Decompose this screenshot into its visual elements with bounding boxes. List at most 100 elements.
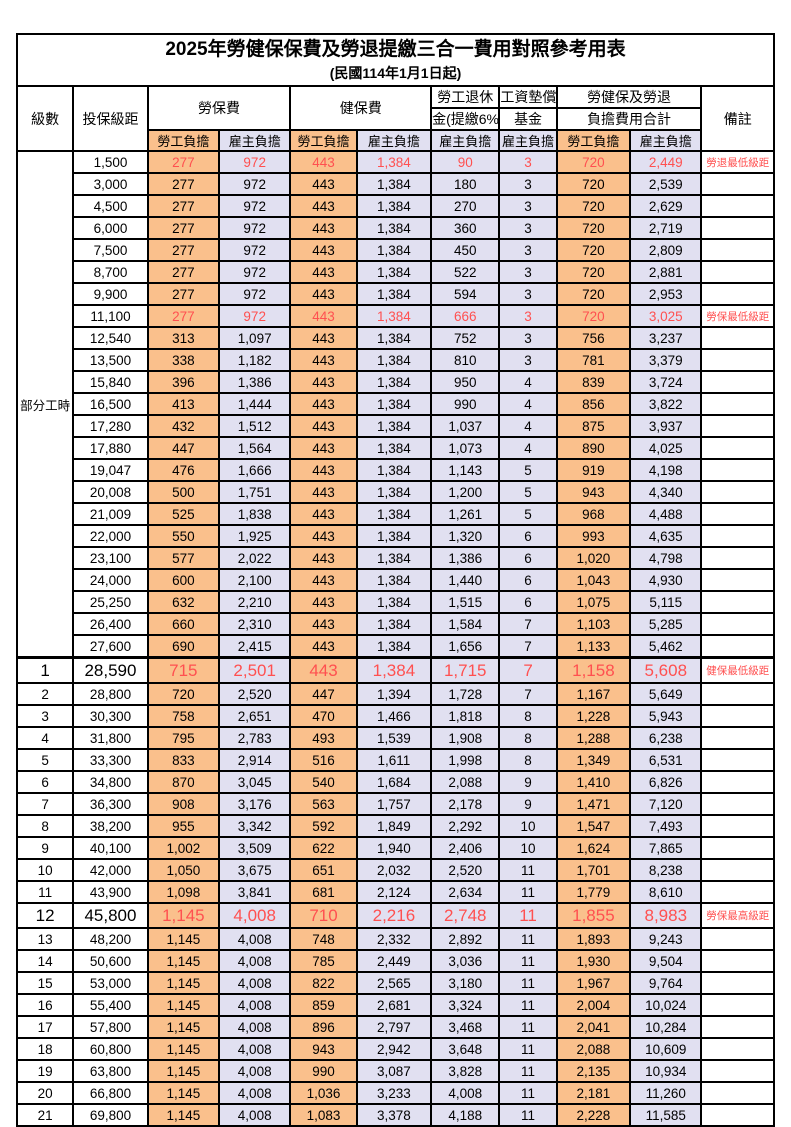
remark-cell <box>700 172 775 196</box>
total-employer-cell: 2,719 <box>629 216 703 240</box>
total-employee-cell: 993 <box>555 524 632 548</box>
wage-fund-employer-cell: 4 <box>498 436 558 460</box>
total-employee-cell: 1,930 <box>555 949 632 973</box>
health-fee-employee-cell: 443 <box>289 546 358 570</box>
total-employee-cell: 1,471 <box>555 792 632 816</box>
bracket-cell: 50,600 <box>72 949 149 973</box>
wage-fund-employer-cell: 3 <box>498 172 558 196</box>
total-employer-cell: 3,822 <box>629 392 703 416</box>
bracket-cell: 66,800 <box>72 1081 149 1105</box>
total-employer-cell: 4,025 <box>629 436 703 460</box>
total-employee-cell: 1,779 <box>555 880 632 904</box>
labor-fee-employer-cell: 4,008 <box>218 1037 292 1061</box>
header-health-insurance: 健保費 <box>289 85 433 131</box>
total-employer-cell: 11,585 <box>629 1103 703 1127</box>
bracket-cell: 19,047 <box>72 458 149 482</box>
labor-fee-employer-cell: 972 <box>218 282 292 306</box>
health-fee-employee-cell: 443 <box>289 634 358 659</box>
labor-fee-employee-cell: 277 <box>146 216 221 240</box>
remark-cell <box>700 971 775 995</box>
bracket-cell: 12,540 <box>72 326 149 350</box>
health-fee-employer-cell: 3,378 <box>355 1103 433 1127</box>
health-fee-employer-cell: 1,384 <box>355 458 433 482</box>
labor-fee-employer-cell: 1,751 <box>218 480 292 504</box>
remark-cell <box>700 480 775 504</box>
labor-fee-employee-cell: 600 <box>146 568 221 592</box>
health-fee-employer-cell: 2,797 <box>355 1015 433 1039</box>
remark-cell <box>700 414 775 438</box>
health-fee-employer-cell: 1,384 <box>355 480 433 504</box>
labor-fee-employee-cell: 413 <box>146 392 221 416</box>
labor-fee-employer-cell: 4,008 <box>218 993 292 1017</box>
health-fee-employee-cell: 443 <box>289 458 358 482</box>
table-row: 23,100 577 2,022 443 1,384 1,386 6 1,020 4,798 <box>17 546 775 570</box>
labor-fee-employee-cell: 955 <box>146 814 221 838</box>
total-employer-cell: 5,462 <box>629 634 703 659</box>
bracket-cell: 36,300 <box>72 792 149 816</box>
remark-cell <box>700 880 775 904</box>
labor-fee-employee-cell: 715 <box>146 656 221 684</box>
header-pension-line1: 勞工退休 <box>430 85 501 109</box>
total-employer-cell: 7,865 <box>629 836 703 860</box>
labor-fee-employee-cell: 476 <box>146 458 221 482</box>
remark-cell <box>700 612 775 636</box>
pension-employer-cell: 1,728 <box>430 682 501 706</box>
table-row: 6 34,800 870 3,045 540 1,684 2,088 9 1,410 6,826 <box>15 770 775 794</box>
health-fee-employer-cell: 2,565 <box>355 971 433 995</box>
total-employee-cell: 1,133 <box>555 634 632 659</box>
total-employer-cell: 5,115 <box>629 590 703 614</box>
health-fee-employee-cell: 443 <box>289 282 358 306</box>
bracket-cell: 4,500 <box>72 194 149 218</box>
header-pension-employer-share: 雇主負擔 <box>430 129 501 152</box>
level-cell: 14 <box>15 949 75 973</box>
labor-fee-employee-cell: 1,002 <box>146 836 221 860</box>
header-level: 級數 <box>15 85 75 152</box>
pension-employer-cell: 950 <box>430 370 501 394</box>
health-fee-employer-cell: 1,384 <box>355 370 433 394</box>
health-fee-employee-cell: 443 <box>289 326 358 350</box>
table-row: 21 69,800 1,145 4,008 1,083 3,378 4,188 11 2,228… <box>15 1103 775 1127</box>
table-row: 13,500 338 1,182 443 1,384 810 3 781 3,379 <box>17 348 775 372</box>
labor-fee-employer-cell: 1,564 <box>218 436 292 460</box>
health-fee-employee-cell: 443 <box>289 502 358 526</box>
table-row: 26,400 660 2,310 443 1,384 1,584 7 1,103 5,285 <box>17 612 775 636</box>
total-employer-cell: 8,983 <box>629 902 703 929</box>
level-cell: 12 <box>15 902 75 929</box>
labor-fee-employer-cell: 2,783 <box>218 726 292 750</box>
bracket-cell: 43,900 <box>72 880 149 904</box>
labor-fee-employee-cell: 1,145 <box>146 902 221 929</box>
labor-fee-employee-cell: 577 <box>146 546 221 570</box>
health-fee-employee-cell: 443 <box>289 348 358 372</box>
level-cell: 15 <box>15 971 75 995</box>
labor-fee-employee-cell: 432 <box>146 414 221 438</box>
labor-fee-employee-cell: 1,145 <box>146 971 221 995</box>
pension-employer-cell: 2,892 <box>430 927 501 951</box>
bracket-cell: 16,500 <box>72 392 149 416</box>
bracket-cell: 53,000 <box>72 971 149 995</box>
bracket-cell: 24,000 <box>72 568 149 592</box>
labor-fee-employer-cell: 1,925 <box>218 524 292 548</box>
total-employer-cell: 5,608 <box>629 656 703 684</box>
wage-fund-employer-cell: 6 <box>498 590 558 614</box>
health-fee-employee-cell: 896 <box>289 1015 358 1039</box>
health-fee-employee-cell: 710 <box>289 902 358 929</box>
total-employee-cell: 1,410 <box>555 770 632 794</box>
total-employer-cell: 6,531 <box>629 748 703 772</box>
labor-fee-employee-cell: 795 <box>146 726 221 750</box>
table-row: 部分工時 1,500 277 972 443 1,384 90 3 720 2,449 勞退最低級距 <box>15 150 775 659</box>
total-employer-cell: 9,764 <box>629 971 703 995</box>
bracket-cell: 11,100 <box>72 304 149 328</box>
remark-cell <box>700 682 775 706</box>
health-fee-employee-cell: 443 <box>289 216 358 240</box>
table-row: 6,000 277 972 443 1,384 360 3 720 2,719 <box>17 216 775 240</box>
level-cell: 13 <box>15 927 75 951</box>
wage-fund-employer-cell: 3 <box>498 282 558 306</box>
table-row: 27,600 690 2,415 443 1,384 1,656 7 1,133 5,462 <box>17 634 775 659</box>
pension-employer-cell: 1,073 <box>430 436 501 460</box>
bracket-cell: 30,300 <box>72 704 149 728</box>
bracket-cell: 27,600 <box>72 634 149 659</box>
bracket-cell: 48,200 <box>72 927 149 951</box>
health-fee-employer-cell: 2,332 <box>355 927 433 951</box>
header-wage-fund-line2: 基金 <box>498 107 558 131</box>
